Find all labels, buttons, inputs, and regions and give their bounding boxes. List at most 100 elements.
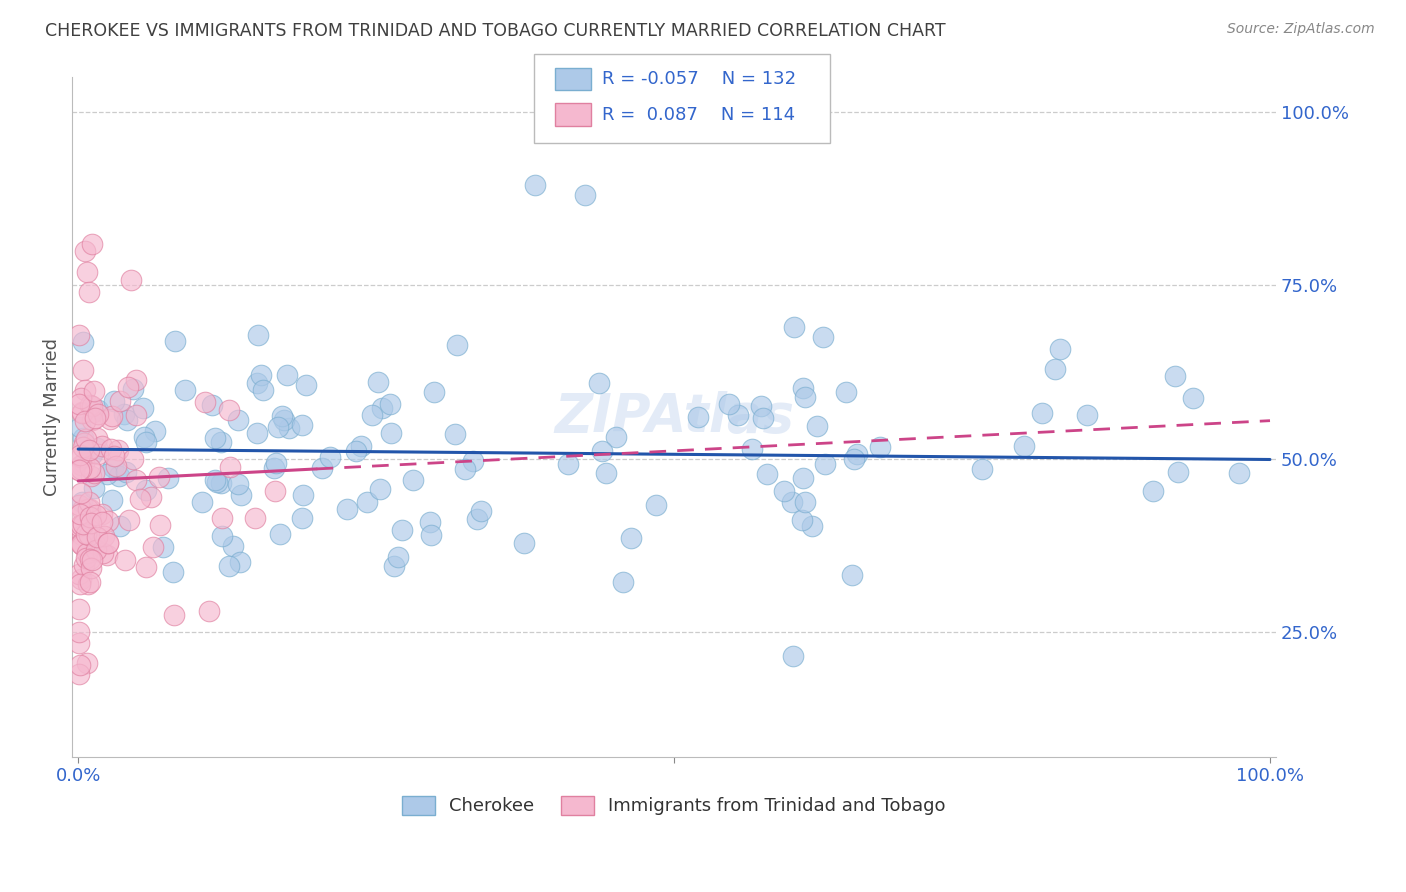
Point — [523, 178, 546, 192]
Point — [73, 558, 96, 573]
Point — [1031, 406, 1053, 420]
Point — [222, 539, 245, 553]
Point — [70, 462, 93, 476]
Point — [811, 330, 834, 344]
Point — [125, 373, 148, 387]
Point — [67, 602, 90, 616]
Point — [67, 625, 90, 640]
Text: R =  0.087    N = 114: R = 0.087 N = 114 — [602, 105, 794, 124]
Point — [813, 457, 835, 471]
Point — [267, 419, 290, 434]
Point — [72, 528, 94, 542]
Point — [75, 551, 97, 566]
Point — [557, 457, 579, 471]
Point — [291, 511, 314, 525]
Point — [83, 481, 105, 495]
Point — [86, 530, 108, 544]
Point — [69, 536, 91, 550]
Point — [319, 450, 342, 464]
Point — [165, 334, 187, 348]
Point — [79, 575, 101, 590]
Point — [135, 483, 157, 497]
Point — [612, 574, 634, 589]
Point — [97, 514, 120, 528]
Point — [67, 397, 90, 411]
Point — [70, 517, 93, 532]
Point — [70, 405, 93, 419]
Point — [107, 442, 129, 457]
Point — [69, 573, 91, 587]
Point — [114, 465, 136, 479]
Point — [84, 411, 107, 425]
Point — [773, 483, 796, 498]
Point — [98, 411, 121, 425]
Point — [72, 440, 94, 454]
Point — [73, 414, 96, 428]
Point — [806, 418, 828, 433]
Point — [226, 413, 249, 427]
Point — [148, 469, 170, 483]
Point — [91, 546, 114, 560]
Point — [77, 528, 100, 542]
Point — [574, 188, 596, 202]
Point — [269, 527, 291, 541]
Point — [419, 515, 441, 529]
Point — [73, 457, 96, 471]
Point — [219, 460, 242, 475]
Point — [229, 488, 252, 502]
Point — [869, 440, 891, 454]
Point — [75, 432, 97, 446]
Point — [72, 363, 94, 377]
Point — [470, 504, 492, 518]
Point — [82, 236, 104, 251]
Point — [83, 537, 105, 551]
Point — [77, 528, 100, 542]
Point — [79, 460, 101, 475]
Point — [96, 467, 118, 481]
Point — [513, 536, 536, 550]
Point — [93, 529, 115, 543]
Point — [142, 540, 165, 554]
Point — [105, 459, 128, 474]
Point — [191, 494, 214, 508]
Point — [461, 454, 484, 468]
Point — [69, 391, 91, 405]
Point — [84, 508, 107, 522]
Legend: Cherokee, Immigrants from Trinidad and Tobago: Cherokee, Immigrants from Trinidad and T… — [395, 789, 953, 822]
Point — [72, 502, 94, 516]
Point — [841, 568, 863, 582]
Point — [801, 519, 824, 533]
Point — [361, 409, 384, 423]
Point — [727, 408, 749, 422]
Point — [350, 439, 373, 453]
Point — [382, 559, 405, 574]
Point — [645, 498, 668, 512]
Point — [204, 431, 226, 445]
Point — [446, 338, 468, 352]
Point — [1163, 368, 1185, 383]
Point — [842, 452, 865, 467]
Point — [780, 495, 803, 509]
Point — [91, 507, 114, 521]
Point — [792, 471, 814, 485]
Point — [368, 482, 391, 496]
Point — [970, 462, 993, 476]
Point — [291, 487, 314, 501]
Point — [70, 486, 93, 500]
Point — [194, 395, 217, 409]
Point — [252, 383, 274, 397]
Point — [782, 319, 804, 334]
Point — [72, 334, 94, 349]
Point — [591, 444, 613, 458]
Text: R = -0.057    N = 132: R = -0.057 N = 132 — [602, 70, 796, 88]
Point — [263, 483, 285, 498]
Point — [336, 502, 359, 516]
Point — [86, 431, 108, 445]
Point — [211, 529, 233, 543]
Point — [141, 491, 163, 505]
Point — [101, 409, 124, 423]
Point — [125, 473, 148, 487]
Point — [243, 511, 266, 525]
Text: ZIPAtlas: ZIPAtlas — [554, 392, 794, 443]
Point — [76, 656, 98, 670]
